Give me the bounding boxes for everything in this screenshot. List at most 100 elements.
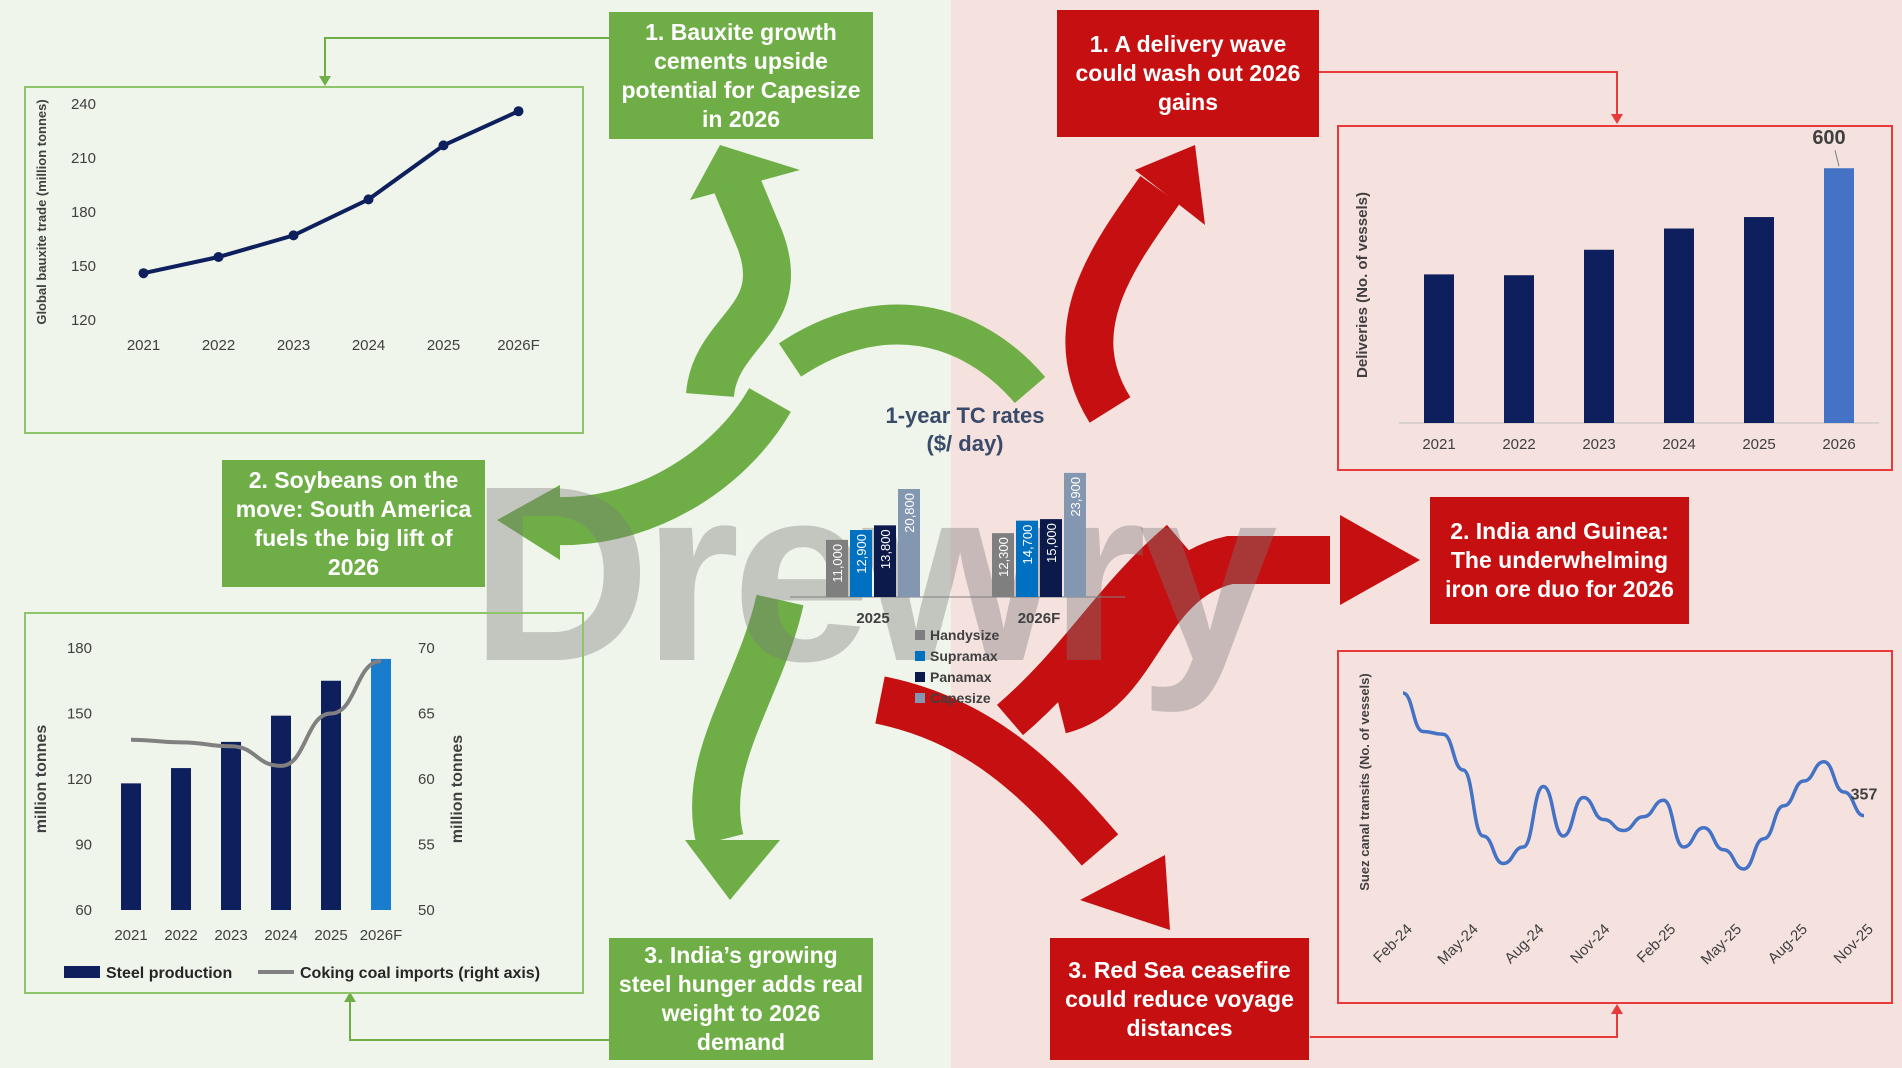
x-tick-label: 2021 [127, 337, 160, 354]
green-arrow-up-head [690, 145, 800, 200]
delivery-bar [1824, 168, 1854, 423]
callout-delivery-wave: 1. A delivery wave could wash out 2026 g… [1057, 10, 1319, 137]
legend-swatch [915, 672, 925, 682]
legend-label: Supramax [930, 648, 998, 664]
callout-iron-ore: 2. India and Guinea: The underwhelming i… [1430, 497, 1689, 624]
tc-bar-value-label: 11,000 [830, 544, 845, 583]
tc-bar-panamax [874, 525, 896, 597]
data-label-leader [1834, 150, 1840, 167]
tc-bar-panamax [1040, 519, 1062, 597]
tc-chart-title: 1-year TC rates [886, 403, 1045, 428]
y-axis-label: million tonnes [33, 725, 50, 834]
x-tick-label: 2022 [202, 337, 235, 354]
x-tick-label: Aug-24 [1501, 921, 1547, 967]
red-arrow-connector [996, 524, 1194, 736]
y-tick-label: 120 [71, 312, 96, 329]
suez-chart-svg: 357 Feb-24 May-24 Aug-24 Nov-24 Feb-25 May-25 A… [1357, 673, 1877, 968]
red-arrow-right [1052, 536, 1330, 734]
legend-label: Panamax [930, 669, 992, 685]
x-tick-label: 2023 [277, 337, 310, 354]
y2-axis-label: million tonnes [449, 735, 466, 844]
y-tick-label: 150 [71, 258, 96, 275]
legend-label: Handysize [930, 627, 999, 643]
red-arrow-up [1065, 176, 1180, 423]
steel-coal-chart-svg: 60 90 120 150 180 50 55 60 65 70 million tonnes mil… [33, 640, 540, 982]
tc-bar-value-label: 12,300 [996, 537, 1011, 577]
bauxite-connector-line [324, 37, 612, 78]
y2-tick-label: 70 [418, 640, 435, 657]
legend-swatch [915, 693, 925, 703]
red-arrow-down [874, 676, 1119, 866]
y-tick-label: 60 [75, 902, 92, 919]
bauxite-point [438, 140, 449, 151]
legend-label-coal: Coking coal imports (right axis) [300, 965, 540, 982]
callout-soybeans: 2. Soybeans on the move: South America f… [222, 460, 485, 587]
y-tick-label: 120 [67, 771, 92, 788]
steel-bar [271, 715, 291, 910]
callout-india-steel: 3. India’s growing steel hunger adds rea… [609, 938, 873, 1060]
green-arrow-down [692, 594, 804, 846]
x-tick-label: 2023 [214, 927, 247, 944]
delivery-bar [1664, 228, 1694, 423]
red-arrow-down-head [1080, 855, 1170, 930]
callout-bauxite: 1. Bauxite growth cements upside potenti… [609, 12, 873, 139]
tc-bar-supramax [1016, 520, 1038, 597]
x-tick-label: Aug-25 [1765, 921, 1811, 967]
y-tick-label: 240 [71, 96, 96, 113]
bauxite-point [288, 230, 299, 241]
delivery-connector-line [1318, 71, 1618, 116]
steel-coal-chart: 60 90 120 150 180 50 55 60 65 70 million tonnes mil… [24, 612, 584, 994]
bauxite-connector-arrowhead [319, 76, 331, 86]
red-arrow-up-head [1135, 145, 1205, 225]
deliveries-chart: 2021 2022 2023 2024 2025 2026 600 Deliveries (N… [1337, 125, 1893, 471]
x-tick-label: 2025 [314, 927, 347, 944]
x-tick-label: Nov-25 [1831, 921, 1877, 967]
delivery-bar [1424, 274, 1454, 423]
tc-bar-value-label: 12,900 [854, 534, 869, 574]
x-tick-label: 2026F [497, 337, 540, 354]
tc-bar-capesize [1064, 472, 1086, 597]
tc-bar-value-label: 14,700 [1020, 525, 1035, 565]
x-tick-label: 2021 [114, 927, 147, 944]
legend-label: Capesize [930, 690, 991, 706]
y2-tick-label: 60 [418, 771, 435, 788]
tc-bar-handysize [992, 533, 1014, 597]
legend-swatch-steel [64, 966, 100, 978]
steel-bar [121, 783, 141, 910]
x-tick-label: 2025 [1742, 436, 1775, 453]
delivery-bar [1584, 249, 1614, 423]
x-tick-label: 2026F [1018, 610, 1061, 627]
x-tick-label: 2023 [1582, 436, 1615, 453]
y-axis-label: Global bauxite trade (million tonnes) [34, 99, 49, 324]
bauxite-chart-svg: 120 150 180 210 240 2021 2022 2023 2024 2025 2026F… [34, 96, 540, 354]
data-label: 600 [1812, 127, 1845, 149]
tc-chart-title-unit: ($/ day) [926, 431, 1003, 456]
y-axis-label: Suez canal transits (No. of vessels) [1357, 673, 1372, 890]
x-tick-label: 2024 [264, 927, 297, 944]
bauxite-point [513, 106, 524, 117]
legend-swatch [915, 651, 925, 661]
tc-bar-value-label: 23,900 [1068, 477, 1083, 517]
green-arrow-up [686, 170, 791, 399]
bauxite-chart: 120 150 180 210 240 2021 2022 2023 2024 2025 2026F… [24, 86, 584, 434]
tc-rates-chart: 1-year TC rates ($/ day) 11,000 12,900 13,80… [790, 403, 1125, 706]
steel-bar [371, 658, 391, 910]
x-tick-label: 2022 [164, 927, 197, 944]
y2-tick-label: 50 [418, 902, 435, 919]
x-tick-label: Feb-24 [1370, 921, 1416, 967]
suez-line [1402, 691, 1865, 871]
y-tick-label: 210 [71, 150, 96, 167]
y2-tick-label: 55 [418, 837, 435, 854]
x-tick-label: 2025 [427, 337, 460, 354]
x-tick-label: Nov-24 [1567, 921, 1613, 967]
drewry-watermark: Drewry [470, 430, 1278, 717]
bauxite-point [138, 268, 149, 279]
tc-bar-value-label: 20,800 [902, 493, 917, 533]
y-tick-label: 180 [71, 204, 96, 221]
bauxite-line [143, 109, 520, 276]
deliveries-chart-svg: 2021 2022 2023 2024 2025 2026 600 Deliveries (N… [1354, 127, 1879, 453]
bauxite-point [213, 252, 224, 262]
x-tick-label: 2026 [1822, 436, 1855, 453]
steel-connector-arrowhead [344, 992, 356, 1002]
x-tick-label: May-25 [1698, 921, 1745, 968]
